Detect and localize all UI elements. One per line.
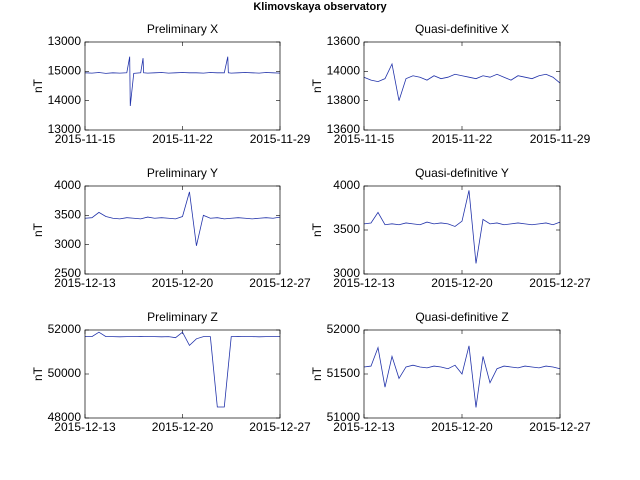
subplot-title: Preliminary Y bbox=[147, 166, 218, 180]
y-tick-label: 3500 bbox=[333, 222, 360, 236]
x-tick-label: 2015-11-22 bbox=[432, 132, 493, 146]
y-tick-label: 51500 bbox=[327, 366, 361, 380]
subplot-title: Quasi-definitive X bbox=[415, 22, 509, 36]
x-tick-label: 2015-12-27 bbox=[249, 420, 311, 434]
data-line bbox=[363, 190, 561, 264]
y-tick-label: 48000 bbox=[48, 410, 82, 424]
y-axis-label: nT bbox=[310, 366, 324, 381]
y-axis-label: nT bbox=[310, 222, 324, 237]
x-tick-label: 2015-12-13 bbox=[333, 276, 395, 290]
subplot-title: Preliminary X bbox=[147, 22, 218, 36]
y-tick-label: 52000 bbox=[327, 322, 361, 336]
x-tick-label: 2015-11-15 bbox=[55, 132, 116, 146]
x-tick-label: 2015-12-27 bbox=[249, 276, 311, 290]
y-axis-label: nT bbox=[31, 78, 45, 93]
axes-frame bbox=[84, 185, 281, 275]
data-line bbox=[363, 62, 561, 101]
y-axis-label: nT bbox=[310, 78, 324, 93]
figure-title: Klimovskaya observatory bbox=[253, 1, 387, 13]
data-line bbox=[84, 56, 281, 106]
y-tick-label: 14000 bbox=[327, 64, 361, 78]
x-tick-label: 2015-12-27 bbox=[529, 420, 591, 434]
data-line bbox=[84, 191, 281, 246]
y-tick-label: 4000 bbox=[54, 178, 81, 192]
x-tick-label: 2015-12-20 bbox=[431, 276, 493, 290]
y-tick-label: 52000 bbox=[48, 322, 82, 336]
y-tick-label: 3000 bbox=[54, 237, 81, 251]
subplot-title: Quasi-definitive Y bbox=[415, 166, 509, 180]
y-axis-label: nT bbox=[31, 366, 45, 381]
y-tick-label: 4000 bbox=[333, 178, 360, 192]
x-tick-label: 2015-11-22 bbox=[152, 132, 213, 146]
data-line bbox=[85, 331, 280, 408]
x-tick-label: 2015-11-29 bbox=[250, 132, 311, 146]
axes-frame bbox=[84, 41, 281, 131]
x-tick-label: 2015-12-20 bbox=[152, 420, 214, 434]
x-tick-label: 2015-11-15 bbox=[334, 132, 395, 146]
y-tick-label: 15000 bbox=[48, 64, 82, 78]
axes-frame bbox=[363, 329, 561, 419]
y-tick-label: 13600 bbox=[327, 34, 361, 48]
y-tick-label: 2500 bbox=[54, 266, 81, 280]
x-tick-label: 2015-12-27 bbox=[529, 276, 591, 290]
x-tick-label: 2015-12-20 bbox=[431, 420, 493, 434]
y-tick-label: 51000 bbox=[327, 410, 361, 424]
x-tick-label: 2015-12-13 bbox=[54, 420, 116, 434]
y-axis-label: nT bbox=[31, 222, 45, 237]
axes-frame bbox=[363, 41, 561, 131]
y-tick-label: 3500 bbox=[54, 208, 81, 222]
y-tick-label: 3000 bbox=[333, 266, 360, 280]
subplot-title: Quasi-definitive Z bbox=[415, 310, 508, 324]
y-tick-label: 13800 bbox=[327, 93, 361, 107]
x-tick-label: 2015-12-20 bbox=[152, 276, 214, 290]
x-tick-label: 2015-12-13 bbox=[54, 276, 116, 290]
y-tick-label: 13600 bbox=[327, 122, 361, 136]
y-tick-label: 50000 bbox=[48, 366, 82, 380]
axes-frame bbox=[84, 329, 281, 419]
y-tick-label: 13000 bbox=[48, 34, 82, 48]
y-tick-label: 14000 bbox=[48, 93, 82, 107]
axes-frame bbox=[363, 185, 561, 275]
subplot-title: Preliminary Z bbox=[147, 310, 218, 324]
y-tick-label: 13000 bbox=[48, 122, 82, 136]
x-tick-label: 2015-12-13 bbox=[333, 420, 395, 434]
data-line bbox=[363, 345, 561, 408]
x-tick-label: 2015-11-29 bbox=[530, 132, 591, 146]
